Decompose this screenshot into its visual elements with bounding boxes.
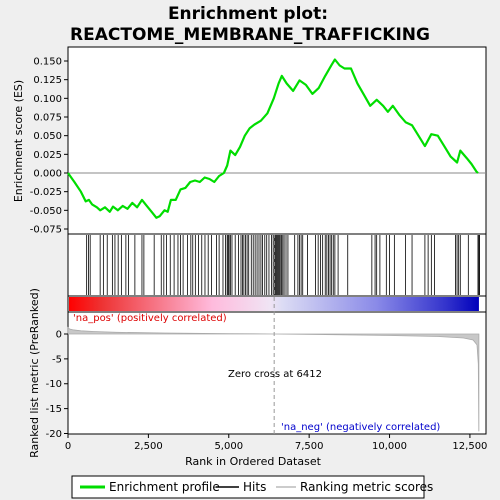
metric-axis: 0-5-10-15-200 2,500 5,000 7,500 10,000 12,500 — [46, 330, 488, 453]
legend-label-metric: Ranking metric scores — [300, 480, 433, 494]
xlabel: Rank in Ordered Dataset — [185, 455, 322, 468]
xtick-label: 12,500 — [452, 441, 487, 452]
metric-ytick-label: -5 — [52, 354, 62, 365]
chart-title-line1: Enrichment plot: — [168, 4, 328, 24]
xtick-label: 0 — [65, 441, 71, 452]
legend-label-hits: Hits — [243, 480, 266, 494]
es-axis: -0.075 -0.050 -0.025 0.000 0.025 0.050 0.075 0.… — [30, 57, 486, 236]
es-ylabel: Enrichment score (ES) — [12, 80, 25, 202]
metric-area — [67, 326, 480, 432]
metric-ytick-label: -20 — [46, 429, 62, 440]
es-ytick-label: -0.050 — [30, 206, 62, 217]
es-ytick-label: 0.000 — [33, 169, 62, 180]
xtick-label: 10,000 — [372, 441, 407, 452]
legend: Enrichment profile Hits Ranking metric s… — [71, 475, 433, 499]
es-ytick-label: -0.025 — [30, 187, 62, 198]
neg-correlated-label: 'na_neg' (negatively correlated) — [281, 422, 440, 433]
es-profile-line — [67, 58, 479, 219]
xtick-label: 2,500 — [134, 441, 163, 452]
legend-label-enrichment: Enrichment profile — [109, 480, 220, 494]
xtick-label: 7,500 — [295, 441, 324, 452]
es-ytick-label: 0.050 — [33, 131, 62, 142]
es-ytick-label: 0.150 — [33, 57, 62, 68]
metric-ytick-label: 0 — [56, 330, 62, 341]
metric-ytick-label: -15 — [46, 404, 62, 415]
xtick-label: 5,000 — [214, 441, 243, 452]
legend-box — [71, 475, 425, 499]
enrichment-profile — [67, 58, 479, 219]
es-panel — [67, 46, 487, 235]
metric-ytick-label: -10 — [46, 379, 62, 390]
es-ytick-label: 0.075 — [33, 113, 62, 124]
pos-correlated-label: 'na_pos' (positively correlated) — [73, 313, 227, 324]
ranking-metric — [67, 234, 480, 434]
es-ytick-label: 0.125 — [33, 75, 62, 86]
zero-cross-label: Zero cross at 6412 — [228, 369, 322, 380]
metric-ylabel: Ranked list metric (PreRanked) — [28, 288, 41, 458]
hit-markers — [86, 235, 480, 295]
es-ytick-label: 0.100 — [33, 94, 62, 105]
es-ytick-label: 0.025 — [33, 150, 62, 161]
es-ytick-label: -0.075 — [30, 225, 62, 236]
chart-title-line2: REACTOME_MEMBRANE_TRAFFICKING — [70, 25, 430, 45]
